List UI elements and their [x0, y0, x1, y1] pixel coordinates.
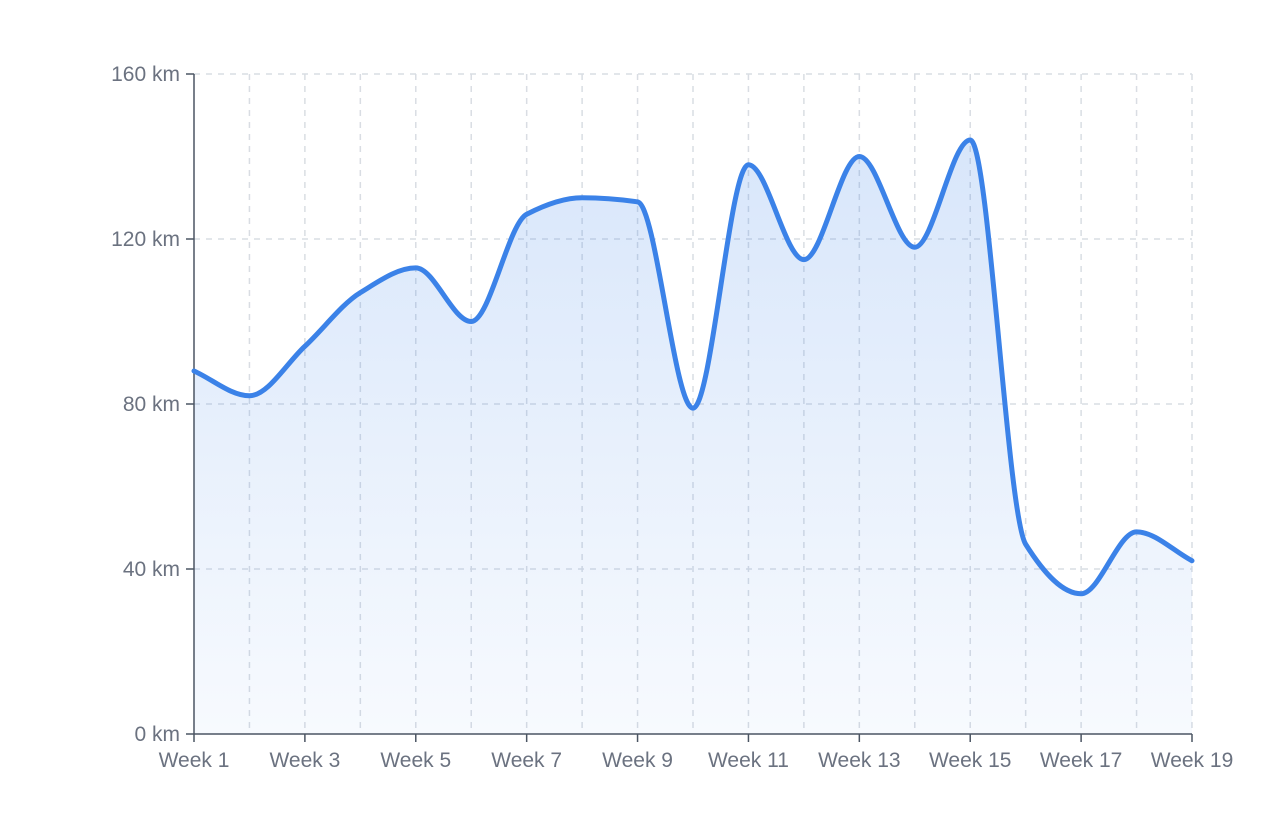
x-tick-label: Week 13: [818, 749, 901, 772]
y-tick-label: 40 km: [123, 558, 180, 581]
x-tick-label: Week 19: [1151, 749, 1234, 772]
y-tick-label: 160 km: [111, 63, 180, 86]
x-tick-label: Week 1: [159, 749, 230, 772]
y-tick-label: 120 km: [111, 228, 180, 251]
y-tick-label: 0 km: [134, 723, 180, 746]
series-area-fill: [194, 140, 1192, 734]
area-layer: [194, 140, 1192, 734]
x-tick-label: Week 11: [708, 749, 789, 772]
x-tick-label: Week 9: [602, 749, 673, 772]
y-tick-label: 80 km: [123, 393, 180, 416]
x-tick-label: Week 17: [1040, 749, 1123, 772]
series-line: [191, 137, 1195, 597]
x-tick-label: Week 5: [380, 749, 451, 772]
axes: [186, 73, 1193, 742]
tick-labels: 0 km 40 km 80 km 120 km 160 km Week 1 Week 3 We…: [111, 63, 1233, 772]
line-layer: [191, 137, 1195, 597]
x-tick-label: Week 15: [929, 749, 1012, 772]
x-tick-label: Week 3: [269, 749, 340, 772]
x-tick-label: Week 7: [491, 749, 562, 772]
